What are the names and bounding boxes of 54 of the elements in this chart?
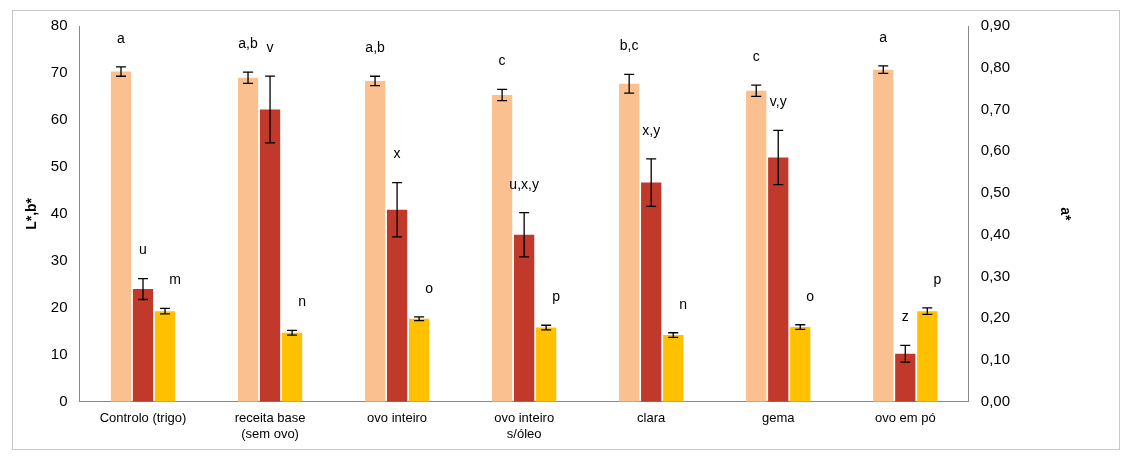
annotation: c [752, 48, 760, 65]
annotation: c [498, 52, 506, 69]
y-axis-title: L*,b* [23, 197, 40, 230]
annotation: n [298, 293, 306, 310]
x-tick-label: ovo inteiro s/óleo [494, 410, 555, 441]
y-tick-label: 60 [50, 110, 68, 128]
x-tick-label: clara [637, 410, 667, 426]
y-tick-label: 30 [50, 251, 68, 269]
y2-tick-label: 0,40 [980, 224, 1011, 242]
y2-tick-label: 0,90 [980, 16, 1011, 34]
y2-axis-title: a* [1058, 207, 1075, 222]
annotation: z [901, 308, 909, 325]
y2-tick-label: 0,20 [980, 308, 1011, 326]
annotation: a,b [365, 39, 386, 56]
x-tick-label: ovo em pó [874, 410, 936, 426]
x-tick-label: receita base (sem ovo) [234, 410, 306, 441]
y-tick-label: 80 [50, 16, 68, 34]
annotation: x,y [642, 121, 661, 138]
annotation: v,y [769, 93, 787, 110]
annotation: x [393, 145, 401, 162]
y-tick-label: 70 [50, 63, 68, 81]
annotation: o [425, 279, 434, 296]
annotation: u,x,y [509, 175, 539, 192]
x-tick-label: Controlo (trigo) [99, 410, 187, 426]
bar [873, 69, 894, 402]
annotation: o [806, 287, 815, 304]
y-tick-label: 50 [50, 157, 68, 175]
annotation: a,b [238, 34, 258, 51]
annotation: a [117, 29, 126, 46]
annotation: p [933, 270, 942, 287]
annotation: u [139, 241, 147, 258]
y-tick-label: 10 [50, 344, 68, 362]
bar [110, 71, 132, 402]
annotation: a [879, 28, 888, 45]
y-tick-label: 20 [50, 297, 68, 315]
y2-tick-label: 0,00 [980, 391, 1011, 409]
x-tick-label: ovo inteiro [367, 410, 428, 426]
bar [790, 327, 811, 402]
y2-tick-label: 0,70 [980, 99, 1011, 117]
y2-tick-label: 0,50 [980, 183, 1011, 201]
annotation: b,c [619, 37, 639, 54]
y2-tick-label: 0,10 [980, 350, 1011, 368]
y2-tick-label: 0,80 [980, 57, 1011, 75]
annotation: n [679, 295, 688, 312]
y-tick-label: 0 [59, 391, 68, 409]
y2-tick-label: 0,60 [980, 141, 1011, 159]
y-tick-label: 40 [50, 204, 68, 222]
bar [281, 332, 303, 402]
annotation: p [552, 288, 561, 305]
y2-tick-label: 0,30 [980, 266, 1011, 284]
annotation: m [169, 271, 181, 288]
x-tick-label: gema [761, 410, 796, 426]
annotation: v [266, 38, 274, 55]
bar [663, 335, 684, 402]
